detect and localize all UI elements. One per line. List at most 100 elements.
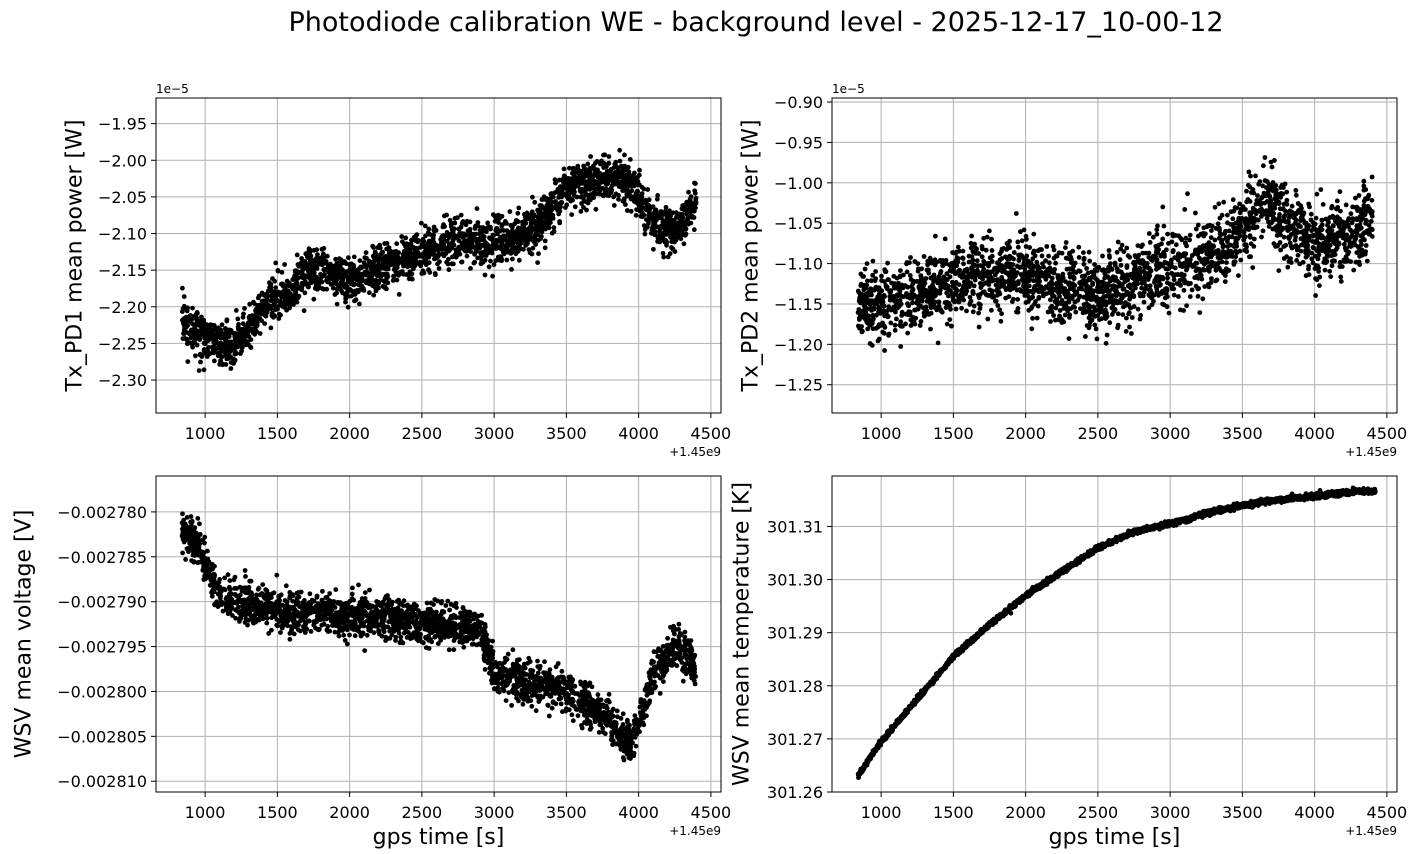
data-point	[402, 256, 407, 261]
data-point	[480, 250, 485, 255]
data-point	[340, 267, 345, 272]
data-point	[1313, 240, 1318, 245]
data-point	[200, 325, 205, 330]
data-point	[1100, 254, 1105, 259]
data-point	[948, 307, 953, 312]
data-point	[193, 323, 198, 328]
data-point	[348, 287, 353, 292]
data-point	[628, 157, 633, 162]
data-point	[1209, 276, 1214, 281]
data-point	[622, 188, 627, 193]
data-point	[1144, 284, 1149, 289]
data-point	[1252, 237, 1257, 242]
data-point	[1064, 240, 1069, 245]
data-point	[933, 234, 938, 239]
data-point	[207, 337, 212, 342]
data-point	[1362, 188, 1367, 193]
data-point	[1293, 235, 1298, 240]
data-point	[194, 316, 199, 321]
data-point	[952, 251, 957, 256]
data-point	[611, 195, 616, 200]
data-point	[565, 194, 570, 199]
data-point	[987, 287, 992, 292]
data-point	[932, 293, 937, 298]
data-point	[400, 239, 405, 244]
data-point	[1294, 193, 1299, 198]
data-point	[916, 307, 921, 312]
data-point	[870, 273, 875, 278]
data-point	[1083, 334, 1088, 339]
data-point	[508, 223, 513, 228]
data-point	[1050, 293, 1055, 298]
data-point	[1205, 224, 1210, 229]
data-point	[602, 152, 607, 157]
data-point	[456, 227, 461, 232]
data-point	[1088, 312, 1093, 317]
data-point	[985, 317, 990, 322]
data-point	[949, 324, 954, 329]
data-point	[1174, 242, 1179, 247]
data-point	[346, 255, 351, 260]
data-point	[1276, 268, 1281, 273]
data-point	[1016, 310, 1021, 315]
data-point	[891, 305, 896, 310]
data-point	[611, 179, 616, 184]
data-point	[185, 341, 190, 346]
data-point	[447, 235, 452, 240]
y-tick-label: −2.00	[98, 151, 147, 170]
data-point	[887, 332, 892, 337]
data-point	[651, 224, 656, 229]
data-point	[870, 343, 875, 348]
data-point	[247, 316, 252, 321]
data-point	[926, 268, 931, 273]
data-point	[537, 218, 542, 223]
data-point	[200, 354, 205, 359]
data-point	[1260, 184, 1265, 189]
data-point	[180, 286, 185, 291]
x-tick-label: 2500	[402, 424, 443, 443]
data-point	[873, 269, 878, 274]
data-point	[879, 323, 884, 328]
data-point	[566, 186, 571, 191]
data-point	[465, 219, 470, 224]
data-point	[197, 368, 202, 373]
data-point	[1149, 296, 1154, 301]
data-point	[1125, 265, 1130, 270]
data-point	[322, 267, 327, 272]
data-point	[889, 281, 894, 286]
data-point	[380, 250, 385, 255]
data-point	[908, 273, 913, 278]
data-point	[414, 255, 419, 260]
data-point	[995, 260, 1000, 265]
data-point	[573, 204, 578, 209]
data-point	[562, 167, 567, 172]
data-point	[1225, 244, 1230, 249]
data-point	[950, 261, 955, 266]
data-point	[945, 322, 950, 327]
data-point	[671, 230, 676, 235]
data-point	[969, 234, 974, 239]
data-point	[591, 192, 596, 197]
data-point	[618, 171, 623, 176]
data-point	[472, 232, 477, 237]
data-point	[1263, 178, 1268, 183]
data-point	[1309, 218, 1314, 223]
data-point	[440, 238, 445, 243]
data-point	[637, 173, 642, 178]
data-point	[550, 231, 555, 236]
data-point	[284, 308, 289, 313]
data-point	[908, 296, 913, 301]
data-point	[1304, 255, 1309, 260]
data-point	[1296, 253, 1301, 258]
data-point	[1001, 246, 1006, 251]
data-point	[1353, 205, 1358, 210]
x-tick-label: 1000	[185, 424, 226, 443]
data-point	[494, 244, 499, 249]
data-point	[987, 229, 992, 234]
data-point	[1116, 240, 1121, 245]
data-point	[1266, 189, 1271, 194]
data-point	[419, 271, 424, 276]
data-point	[604, 187, 609, 192]
data-point	[1247, 170, 1252, 175]
data-point	[447, 267, 452, 272]
